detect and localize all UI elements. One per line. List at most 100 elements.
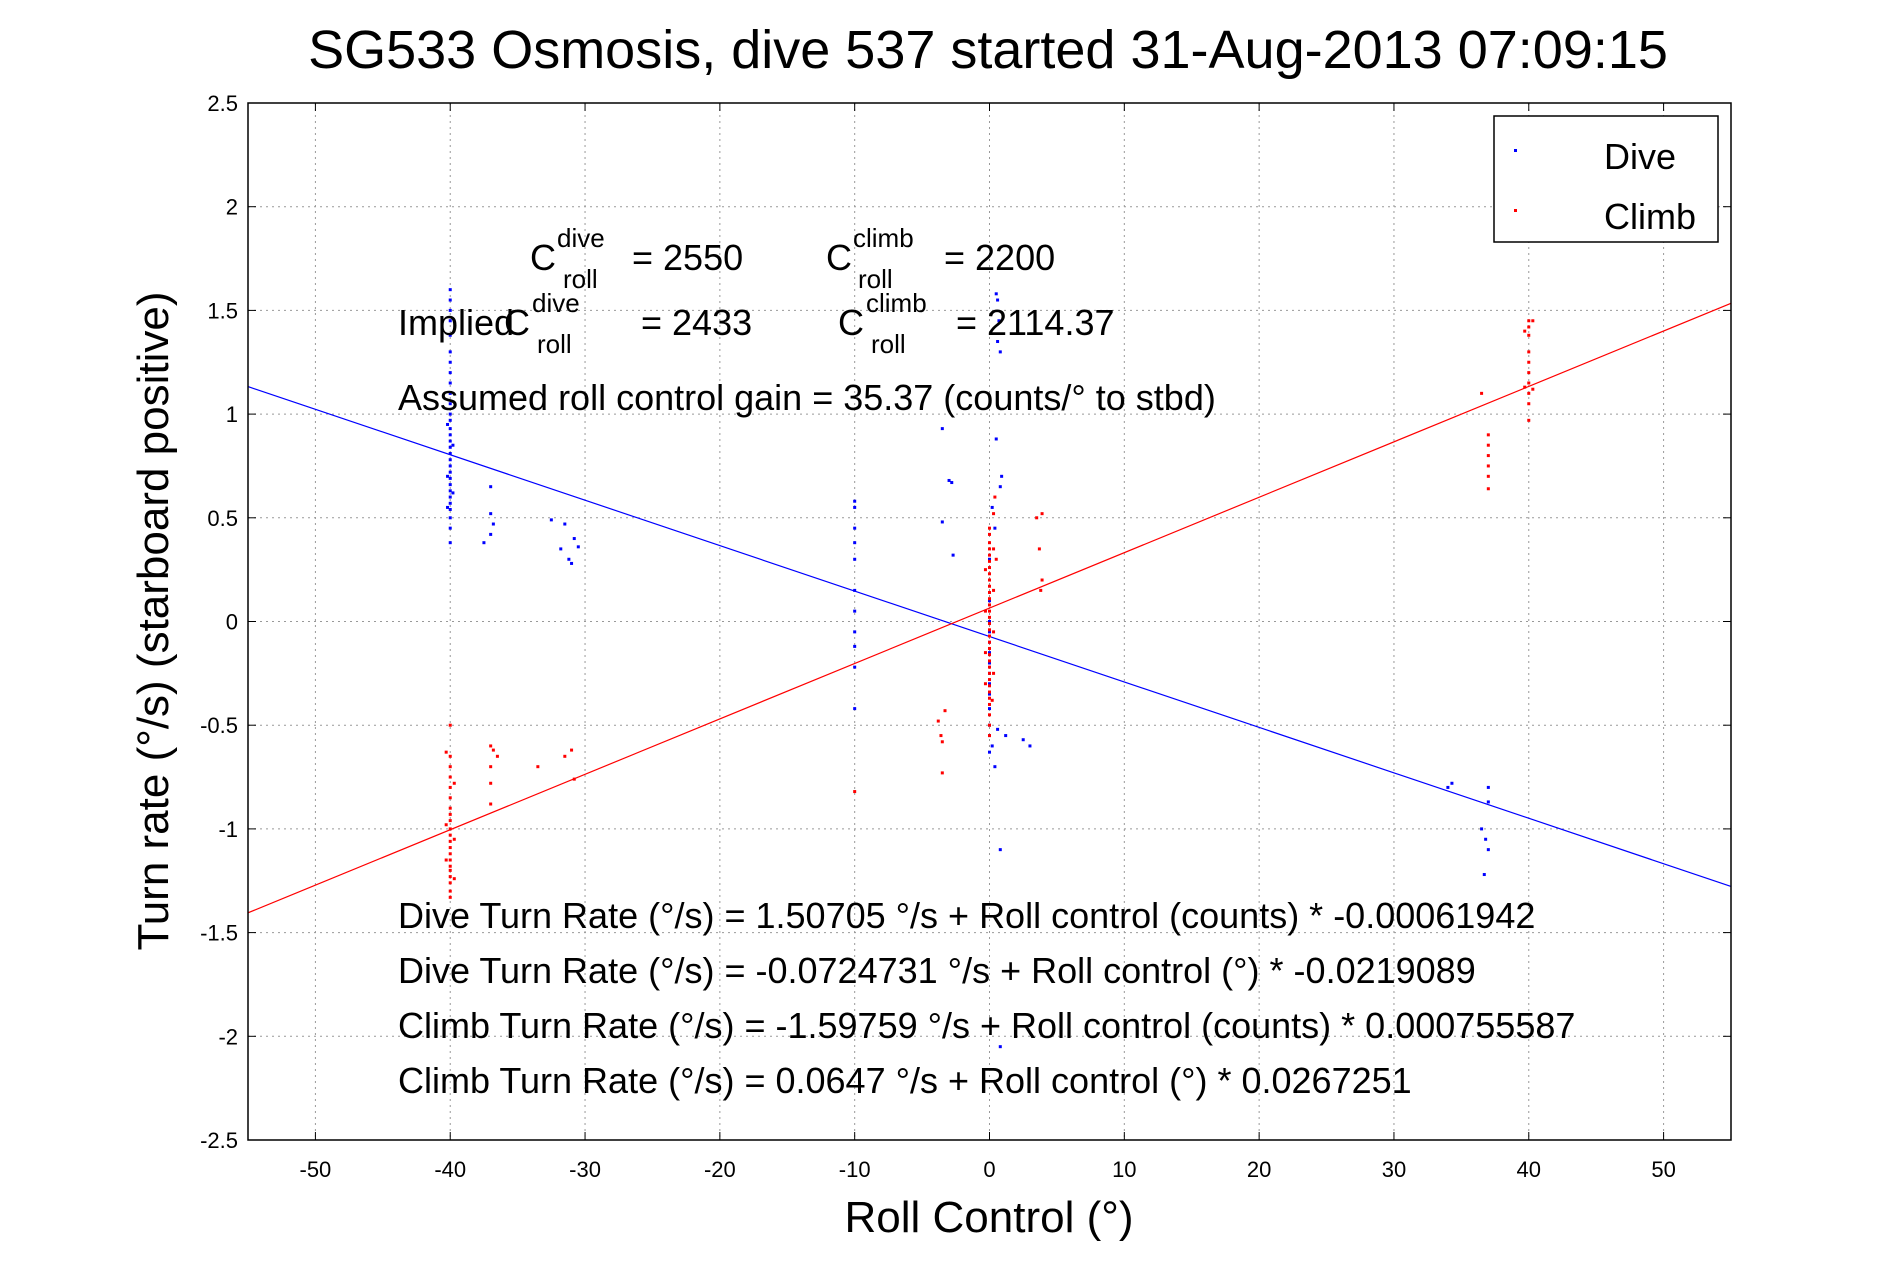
dive-point — [448, 288, 452, 292]
dive-point — [448, 418, 452, 422]
dive-point — [988, 682, 991, 686]
y-tick-label: 1.5 — [207, 298, 238, 323]
dive-point — [853, 707, 857, 711]
implied-prefix: Implied — [398, 302, 514, 343]
chart-title: SG533 Osmosis, dive 537 started 31-Aug-2… — [308, 20, 1668, 80]
climb-point — [495, 754, 499, 758]
climb-point — [444, 858, 448, 862]
y-tick-label: 0 — [226, 610, 238, 635]
implied-dive-value: = 2433 — [641, 302, 752, 343]
dive-point — [448, 464, 452, 468]
x-tick-label: 40 — [1517, 1157, 1541, 1182]
climb-point — [988, 609, 991, 613]
dive-point — [448, 445, 452, 449]
climb-point — [452, 781, 456, 785]
climb-point — [983, 682, 987, 686]
dive-point — [448, 526, 452, 530]
grid — [248, 103, 1731, 1140]
dive-point — [448, 412, 452, 416]
dive-point — [448, 308, 452, 312]
dive-point — [940, 520, 944, 524]
implied-dive-sup: dive — [532, 288, 580, 318]
climb-point — [993, 495, 997, 499]
y-tick-label: 1 — [226, 402, 238, 427]
climb-point — [448, 754, 452, 758]
implied-annotation: Implied C dive roll = 2433 C climb roll … — [398, 288, 1114, 359]
dive-point — [988, 630, 991, 634]
climb-point — [988, 597, 991, 601]
climb-point — [988, 684, 991, 688]
climb-point — [1486, 464, 1490, 468]
climb-point — [988, 547, 991, 551]
dive-point — [448, 489, 452, 493]
dive-point — [950, 481, 954, 485]
y-tick-label: -2.5 — [200, 1128, 238, 1153]
dive-point — [853, 630, 857, 634]
dive-point — [1486, 785, 1490, 789]
climb-point — [1527, 333, 1531, 337]
dive-point — [448, 427, 452, 431]
climb-point — [992, 512, 996, 516]
climb-point — [988, 671, 991, 675]
dive-point — [567, 557, 571, 561]
dive-point — [998, 848, 1002, 852]
dive-point — [990, 505, 994, 509]
climb-point — [452, 837, 456, 841]
dive-point — [448, 508, 452, 512]
climb-point — [448, 765, 452, 769]
climb-point — [1486, 474, 1490, 478]
climb-point — [448, 889, 452, 893]
dive-point — [448, 433, 452, 437]
x-tick-label: -10 — [839, 1157, 871, 1182]
y-tick-label: -0.5 — [200, 713, 238, 738]
climb-point — [1523, 385, 1527, 389]
dive-point — [448, 381, 452, 385]
dive-point — [576, 545, 580, 549]
climb-point — [489, 744, 493, 748]
dive-point — [1004, 734, 1008, 738]
climb-point — [1039, 588, 1043, 592]
dive-point — [1486, 800, 1490, 804]
climb-point — [1480, 391, 1484, 395]
dive-point — [988, 599, 991, 603]
dive-point — [448, 350, 452, 354]
climb-point — [939, 734, 943, 738]
dive-point — [994, 292, 998, 296]
legend-climb-marker — [1514, 209, 1517, 212]
dive-point — [489, 485, 493, 489]
annotations: C dive roll = 2550 C climb roll = 2200 I… — [398, 223, 1575, 1101]
dive-point — [448, 476, 452, 480]
climb-point — [570, 748, 574, 752]
dive-point — [1486, 848, 1490, 852]
climb-point — [940, 771, 944, 775]
legend-dive-marker — [1514, 149, 1517, 152]
dive-point — [853, 505, 857, 509]
dive-point — [993, 526, 997, 530]
dive-point — [997, 319, 1001, 323]
dive-point — [988, 750, 991, 754]
dive-point — [446, 474, 450, 478]
implied-climb-sub: roll — [871, 329, 906, 359]
x-tick-label: 20 — [1247, 1157, 1271, 1182]
x-tick-label: -40 — [434, 1157, 466, 1182]
climb-point — [988, 566, 991, 570]
climb-fit-line — [247, 302, 1732, 914]
y-tick-label: 0.5 — [207, 506, 238, 531]
dive-point — [448, 501, 452, 505]
x-tick-label: 0 — [983, 1157, 995, 1182]
climb-point — [988, 713, 991, 717]
climb-point — [1486, 487, 1490, 491]
climb-point — [1040, 512, 1044, 516]
climb-point — [448, 806, 452, 810]
dive-point — [988, 651, 991, 655]
climb-point — [536, 765, 540, 769]
dive-point — [998, 1045, 1002, 1049]
dive-point — [853, 644, 857, 648]
dive-point — [570, 561, 574, 565]
climb-point — [1527, 371, 1531, 375]
c-dive-sup: dive — [557, 223, 605, 253]
climb-point — [988, 526, 991, 530]
c-climb-value: = 2200 — [944, 237, 1055, 278]
y-axis-label: Turn rate (°/s) (starboard positive) — [129, 291, 178, 950]
